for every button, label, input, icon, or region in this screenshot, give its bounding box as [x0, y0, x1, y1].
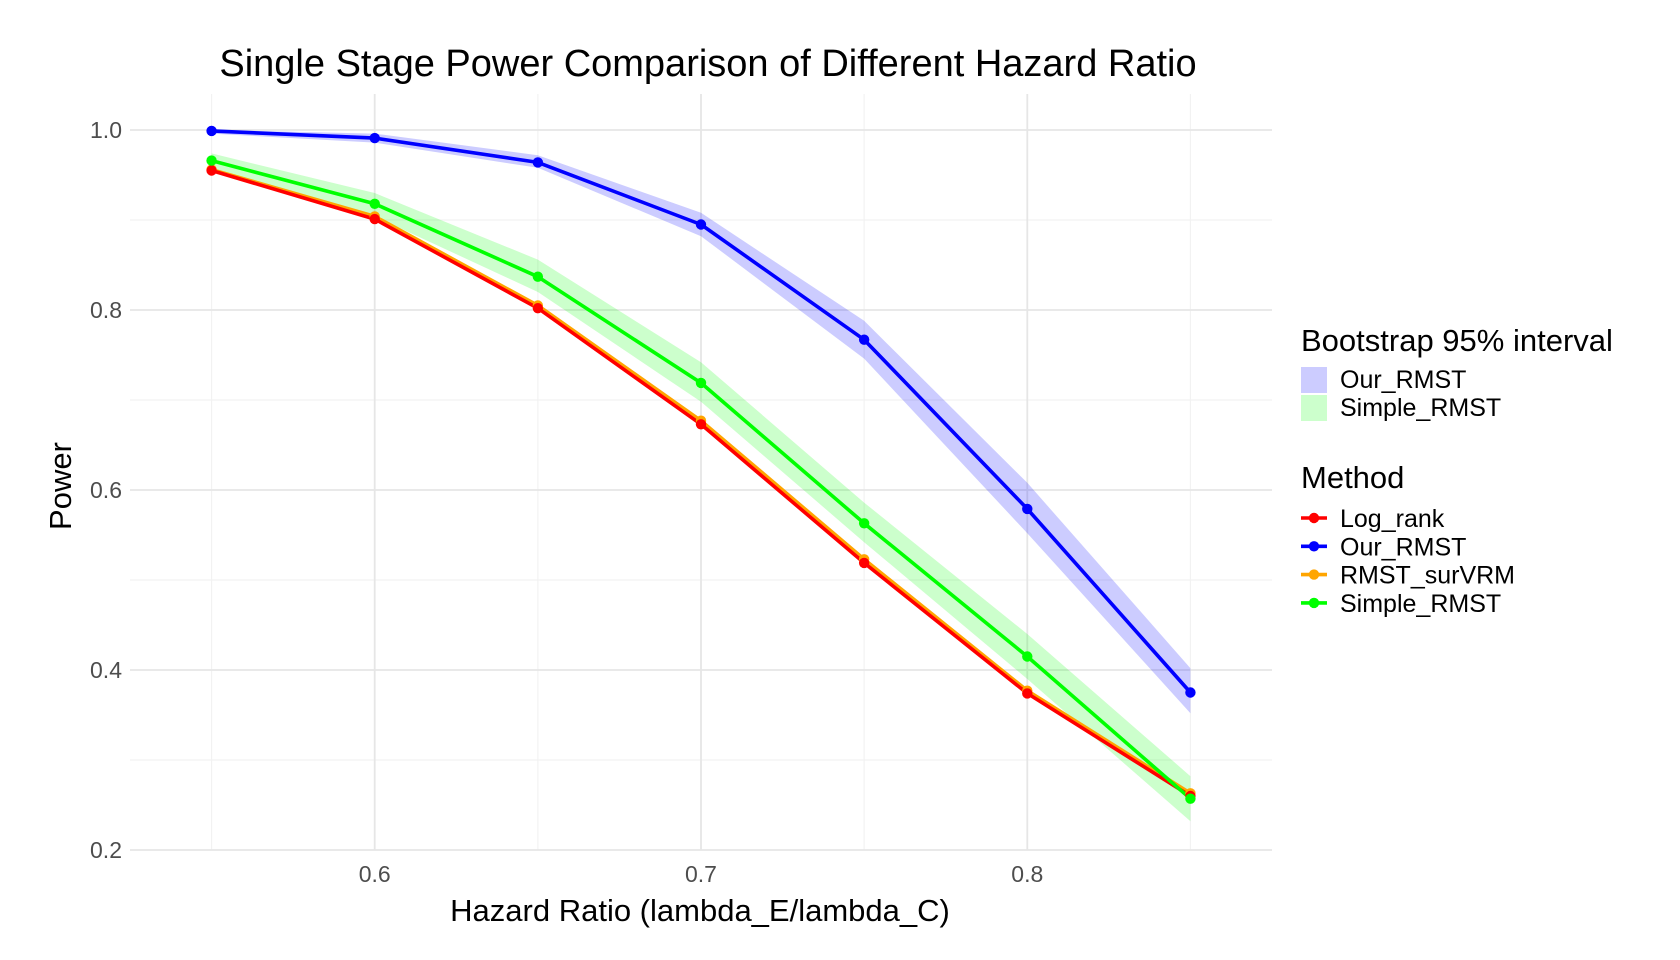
legend-method-point-simple-rmst: [1308, 597, 1320, 609]
legend-method-label-log-rank: Log_rank: [1340, 505, 1445, 533]
y-tick-label: 0.8: [90, 297, 122, 323]
legend-bootstrap-interval: Bootstrap 95% interval Our_RMSTSimple_RM…: [1301, 323, 1613, 422]
legend-method-title: Method: [1301, 460, 1404, 495]
legend-method-label-rmst-survrm: RMST_surVRM: [1340, 562, 1515, 590]
y-tick-label: 1.0: [90, 117, 122, 143]
legend-method-point-rmst-survrm: [1308, 569, 1320, 580]
y-tick-label: 0.6: [90, 477, 122, 503]
chart-title: Single Stage Power Comparison of Differe…: [219, 43, 1196, 85]
data-point-our-rmst: [1185, 687, 1196, 698]
x-tick-layer: 0.6 0.7 0.8: [359, 861, 1044, 887]
grid-layer: [130, 94, 1272, 851]
legend-method-point-log-rank: [1308, 512, 1320, 524]
legend-method-label-our-rmst: Our_RMST: [1340, 533, 1466, 561]
data-point-simple-rmst: [858, 518, 870, 529]
x-tick-label: 0.6: [359, 861, 391, 887]
data-point-our-rmst: [1022, 503, 1033, 515]
data-point-our-rmst: [369, 132, 380, 144]
legend-method-label-simple-rmst: Simple_RMST: [1340, 590, 1501, 618]
data-point-log-rank: [532, 303, 544, 314]
legend-method-point-our-rmst: [1308, 541, 1320, 552]
data-point-simple-rmst: [206, 155, 217, 166]
data-point-log-rank: [1022, 688, 1033, 699]
legend-band-label-our-rmst: Our_RMST: [1340, 366, 1466, 394]
data-point-log-rank: [206, 165, 217, 176]
x-tick-label: 0.7: [685, 861, 717, 887]
data-point-simple-rmst: [1185, 793, 1196, 804]
legend-bands-title: Bootstrap 95% interval: [1301, 323, 1613, 358]
y-tick-label: 0.2: [90, 837, 122, 863]
legend-band-label-simple-rmst: Simple_RMST: [1340, 394, 1501, 422]
data-point-simple-rmst: [695, 377, 707, 389]
legend-method: Method Log_rankOur_RMSTRMST_surVRMSimple…: [1301, 460, 1515, 618]
y-tick-label: 0.4: [90, 657, 122, 683]
data-point-simple-rmst: [532, 271, 544, 282]
x-tick-label: 0.8: [1011, 861, 1043, 887]
legend-band-swatch-our-rmst: [1301, 367, 1327, 393]
data-point-our-rmst: [532, 157, 544, 168]
data-point-log-rank: [369, 213, 380, 225]
y-tick-layer: 0.2 0.4 0.6 0.8 1.0: [90, 117, 122, 863]
x-axis-title: Hazard Ratio (lambda_E/lambda_C): [450, 893, 950, 928]
legend-band-swatch-simple-rmst: [1301, 395, 1327, 421]
data-point-our-rmst: [858, 334, 870, 345]
data-point-our-rmst: [206, 125, 217, 137]
point-layer: [206, 125, 1196, 804]
data-point-log-rank: [695, 419, 707, 430]
data-point-simple-rmst: [1022, 651, 1033, 662]
data-point-our-rmst: [695, 219, 707, 230]
data-point-log-rank: [858, 557, 870, 569]
y-axis-title: Power: [43, 442, 78, 530]
data-point-simple-rmst: [369, 198, 380, 209]
